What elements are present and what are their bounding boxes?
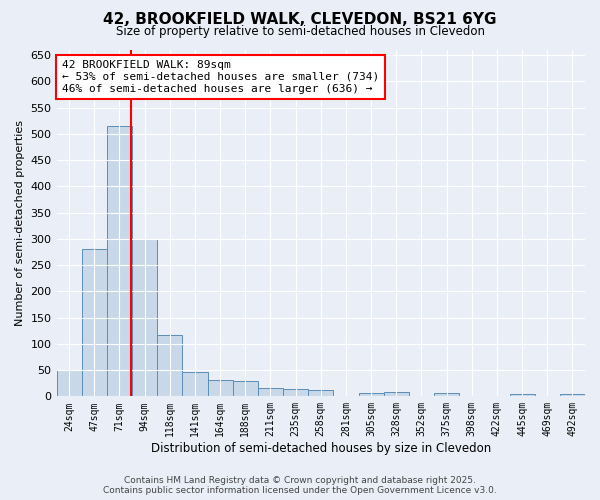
X-axis label: Distribution of semi-detached houses by size in Clevedon: Distribution of semi-detached houses by … xyxy=(151,442,491,455)
Bar xyxy=(82,250,107,396)
Bar xyxy=(509,394,535,396)
Bar xyxy=(157,335,182,396)
Bar xyxy=(208,380,233,396)
Bar xyxy=(383,392,409,396)
Bar xyxy=(359,392,383,396)
Bar xyxy=(560,394,585,396)
Bar xyxy=(283,389,308,396)
Bar xyxy=(182,372,208,396)
Bar xyxy=(258,388,283,396)
Bar xyxy=(56,370,82,396)
Bar xyxy=(308,390,334,396)
Text: Size of property relative to semi-detached houses in Clevedon: Size of property relative to semi-detach… xyxy=(115,25,485,38)
Y-axis label: Number of semi-detached properties: Number of semi-detached properties xyxy=(15,120,25,326)
Text: 42 BROOKFIELD WALK: 89sqm
← 53% of semi-detached houses are smaller (734)
46% of: 42 BROOKFIELD WALK: 89sqm ← 53% of semi-… xyxy=(62,60,379,94)
Bar xyxy=(132,239,157,396)
Text: Contains HM Land Registry data © Crown copyright and database right 2025.
Contai: Contains HM Land Registry data © Crown c… xyxy=(103,476,497,495)
Bar xyxy=(434,392,459,396)
Bar xyxy=(233,380,258,396)
Text: 42, BROOKFIELD WALK, CLEVEDON, BS21 6YG: 42, BROOKFIELD WALK, CLEVEDON, BS21 6YG xyxy=(103,12,497,28)
Bar xyxy=(107,126,132,396)
